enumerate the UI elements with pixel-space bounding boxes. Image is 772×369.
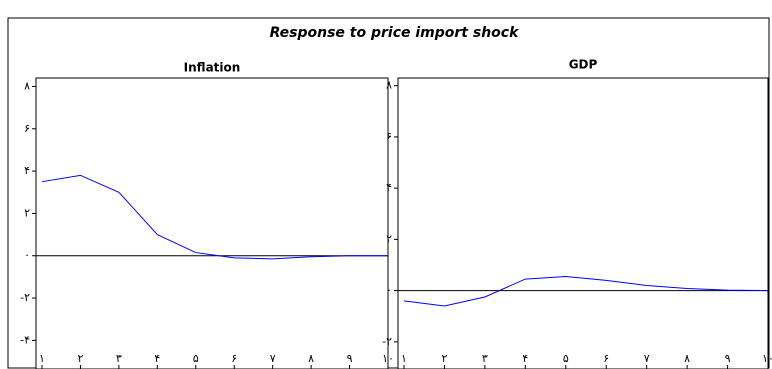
x-tick-label: ۶ [231, 352, 237, 365]
x-tick-label: ۶ [603, 352, 609, 365]
x-tick-label: ۷ [270, 352, 276, 365]
y-tick-label: ۲ [24, 206, 30, 219]
y-tick-label: ۲ [386, 232, 392, 245]
panel-title: GDP [569, 58, 598, 72]
x-tick-label: ۱۰ [762, 352, 772, 365]
line [41, 174, 388, 260]
y-tick-label: -۲ [20, 291, 30, 304]
x-tick-label: ۳ [116, 352, 122, 365]
x-tick-label: ۴ [522, 352, 528, 365]
plot-area [35, 77, 389, 369]
line [403, 276, 769, 307]
y-tick-label: ۰ [386, 284, 392, 297]
y-tick-label: ۴ [24, 164, 30, 177]
y-tick-label: ۸ [386, 79, 392, 92]
y-tick-label: -۲ [382, 335, 392, 348]
plot-area [397, 77, 769, 369]
x-tick-label: ۱ [39, 352, 45, 365]
x-tick-label: ۹ [725, 352, 731, 365]
x-tick-label: ۹ [347, 352, 353, 365]
x-tick-label: ۴ [154, 352, 160, 365]
chart-title: Response to price import shock [270, 25, 521, 41]
x-tick-label: ۱۰ [382, 352, 394, 365]
x-tick-label: ۲ [441, 352, 447, 365]
x-tick-label: ۳ [482, 352, 488, 365]
y-tick-label: ۶ [386, 130, 392, 143]
x-tick-label: ۷ [644, 352, 650, 365]
x-tick-label: ۵ [193, 352, 199, 365]
y-tick-label: -۴ [20, 333, 30, 346]
x-tick-label: ۱ [401, 352, 407, 365]
x-tick-label: ۸ [308, 352, 314, 365]
y-tick-label: ۴ [386, 181, 392, 194]
y-tick-label: ۸ [24, 79, 30, 92]
x-tick-label: ۲ [77, 352, 83, 365]
x-tick-label: ۵ [563, 352, 569, 365]
y-tick-label: ۰ [24, 249, 30, 262]
panel-title: Inflation [184, 61, 241, 75]
y-tick-label: ۶ [24, 122, 30, 135]
x-tick-label: ۸ [684, 352, 690, 365]
